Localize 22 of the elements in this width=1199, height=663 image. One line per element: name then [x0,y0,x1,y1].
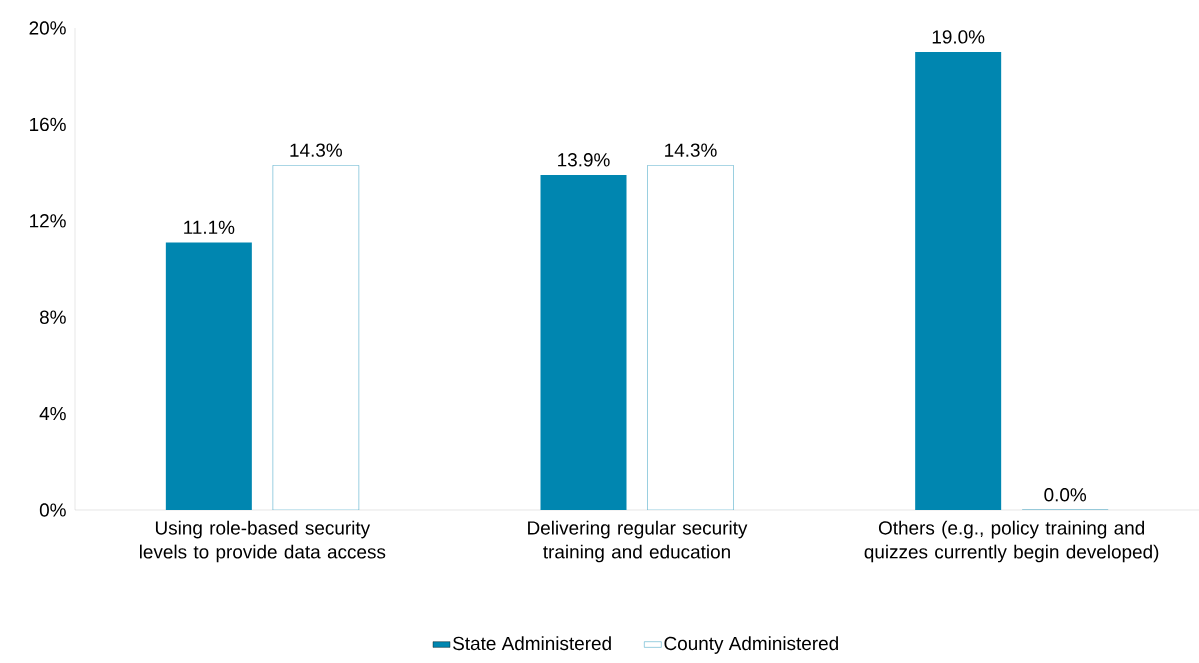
data-label: 14.3% [665,143,717,157]
y-tick-label: 20% [29,21,66,35]
bar [647,165,734,510]
data-label: 11.1% [184,220,235,234]
bar [165,242,252,510]
data-label: 14.3% [290,143,342,157]
legend-label: State Administered [453,636,611,651]
legend-label: County Administered [664,636,838,654]
bar [915,52,1002,510]
data-label: 13.9% [558,153,610,167]
y-tick-label: 8% [39,310,66,324]
y-tick-label: 16% [30,117,66,132]
x-tick-label: Others (e.g., policy training and quizzes currently begin developed) [864,520,1159,563]
data-label: 0.0% [1044,488,1087,502]
data-label: 19.0% [932,30,985,44]
y-tick-label: 4% [39,406,66,421]
bar [540,174,627,510]
y-tick-label: 12% [30,214,66,228]
x-tick-label: Using role-based security levels to provide data access [140,520,386,563]
y-tick-label: 0% [39,503,66,517]
x-tick-label: Delivering regular security training and education [528,520,748,563]
bar [272,165,360,510]
